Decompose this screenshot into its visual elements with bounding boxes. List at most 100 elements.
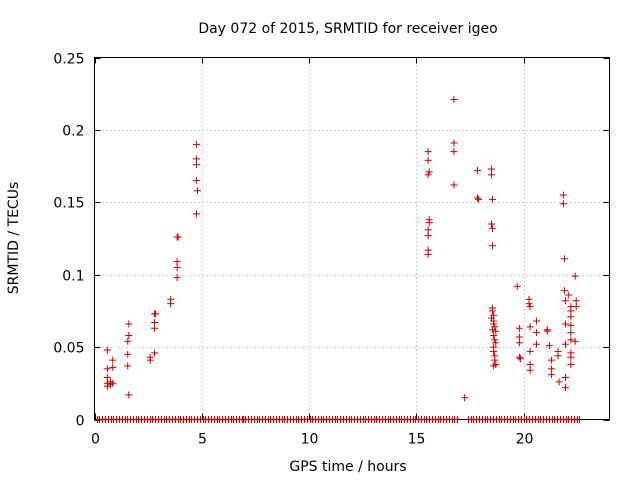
data-point	[490, 332, 498, 340]
data-point	[490, 320, 498, 328]
data-point	[103, 365, 111, 373]
data-point	[525, 300, 533, 308]
data-point	[515, 353, 523, 361]
data-point	[152, 310, 160, 318]
data-point	[103, 346, 111, 354]
data-point	[492, 327, 500, 335]
data-point	[450, 181, 458, 189]
tick-labels: 0 5 10 15 20 0 0.05 0.1 0.15 0.2 0.25	[53, 52, 533, 448]
data-point	[548, 371, 556, 379]
data-point	[192, 161, 200, 169]
data-point	[533, 317, 541, 325]
data-point	[474, 194, 482, 202]
data-point	[124, 350, 132, 358]
y-tick-label: 0.2	[62, 124, 84, 140]
data-point	[425, 168, 433, 176]
data-point	[562, 384, 570, 392]
data-point	[554, 352, 562, 360]
data-point	[490, 362, 498, 370]
data-point	[559, 200, 567, 208]
data-point	[450, 148, 458, 156]
data-point	[109, 356, 117, 364]
data-point	[151, 349, 159, 357]
data-point	[533, 329, 541, 337]
data-points	[96, 95, 580, 423]
data-point	[487, 220, 495, 228]
y-axis-label: SRMTID / TECUs	[6, 182, 22, 295]
data-point	[526, 366, 534, 374]
data-point	[571, 337, 579, 345]
data-point	[515, 324, 523, 332]
data-point	[173, 258, 181, 266]
data-point	[489, 195, 497, 203]
axis-ticks	[94, 57, 610, 421]
data-point	[513, 282, 521, 290]
y-tick-label: 0.1	[62, 269, 84, 285]
data-point	[109, 379, 117, 387]
data-point	[424, 232, 432, 240]
data-point	[567, 353, 575, 361]
data-point	[125, 391, 133, 399]
x-tick-label: 10	[301, 432, 319, 448]
data-point	[533, 340, 541, 348]
data-point	[461, 394, 469, 402]
x-tick-label: 20	[516, 432, 534, 448]
data-point	[571, 272, 579, 280]
data-point	[194, 187, 201, 195]
data-point	[424, 156, 432, 164]
data-point	[567, 360, 575, 368]
data-point	[515, 339, 523, 347]
data-point	[545, 342, 553, 350]
data-point	[543, 327, 551, 335]
data-point	[146, 353, 154, 361]
data-point	[567, 321, 575, 329]
data-point	[567, 336, 575, 344]
data-point	[109, 363, 117, 371]
x-tick-label: 0	[91, 432, 100, 448]
data-point	[489, 224, 497, 232]
plot-frame	[94, 57, 610, 420]
data-point	[425, 219, 433, 227]
y-tick-label: 0	[76, 414, 85, 430]
data-point	[475, 195, 483, 203]
x-tick-label: 5	[198, 432, 207, 448]
data-point	[424, 148, 432, 156]
data-point	[125, 320, 133, 328]
data-point	[174, 233, 182, 241]
data-point	[526, 347, 534, 355]
data-point	[125, 332, 133, 340]
data-point	[565, 291, 573, 299]
data-point	[559, 191, 567, 199]
data-point	[567, 313, 575, 321]
data-point	[167, 295, 175, 303]
data-point	[424, 171, 432, 179]
data-point	[450, 95, 458, 103]
data-point	[491, 356, 499, 364]
data-point	[424, 250, 432, 258]
data-point	[526, 323, 534, 331]
y-tick-label: 0.15	[53, 196, 84, 212]
data-point	[489, 326, 497, 334]
y-tick-label: 0.05	[53, 341, 84, 357]
data-point	[567, 329, 575, 337]
grid	[94, 57, 610, 420]
data-point	[490, 347, 498, 355]
data-point	[474, 166, 482, 174]
data-point	[192, 210, 200, 218]
data-point	[489, 242, 497, 250]
data-point	[491, 336, 499, 344]
data-point	[560, 255, 568, 263]
data-point	[124, 362, 132, 370]
chart-title: Day 072 of 2015, SRMTID for receiver ige…	[198, 21, 497, 37]
data-point	[192, 177, 200, 185]
data-point	[562, 340, 570, 348]
data-point	[562, 320, 570, 328]
data-point	[487, 171, 495, 179]
data-point	[562, 374, 570, 382]
data-point	[516, 355, 524, 363]
x-axis-label: GPS time / hours	[289, 459, 406, 475]
data-point	[562, 297, 570, 305]
y-tick-label: 0.25	[53, 52, 84, 68]
data-point	[151, 318, 159, 326]
